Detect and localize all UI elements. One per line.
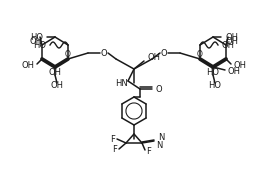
Text: OH: OH xyxy=(29,37,43,46)
Text: F: F xyxy=(146,146,151,156)
Text: HO: HO xyxy=(209,81,221,90)
Text: OH: OH xyxy=(225,33,238,42)
Text: O: O xyxy=(197,50,203,59)
Text: OH: OH xyxy=(50,81,64,90)
Text: F: F xyxy=(110,134,115,144)
Text: OH: OH xyxy=(225,37,239,46)
Text: OH: OH xyxy=(234,61,247,69)
Text: OH: OH xyxy=(49,68,61,77)
Text: N: N xyxy=(156,141,162,149)
Text: OH: OH xyxy=(21,61,34,69)
Text: O: O xyxy=(161,49,167,57)
Text: F: F xyxy=(112,144,117,154)
Text: HN: HN xyxy=(116,79,128,88)
Text: HO: HO xyxy=(33,40,46,50)
Text: O: O xyxy=(65,50,71,59)
Text: O: O xyxy=(155,84,162,93)
Text: OH: OH xyxy=(227,67,240,76)
Text: N: N xyxy=(158,134,164,142)
Text: HO: HO xyxy=(207,68,219,77)
Text: OH: OH xyxy=(148,52,161,62)
Text: OH: OH xyxy=(222,40,235,50)
Text: O: O xyxy=(101,49,107,57)
Text: HO: HO xyxy=(30,33,43,42)
